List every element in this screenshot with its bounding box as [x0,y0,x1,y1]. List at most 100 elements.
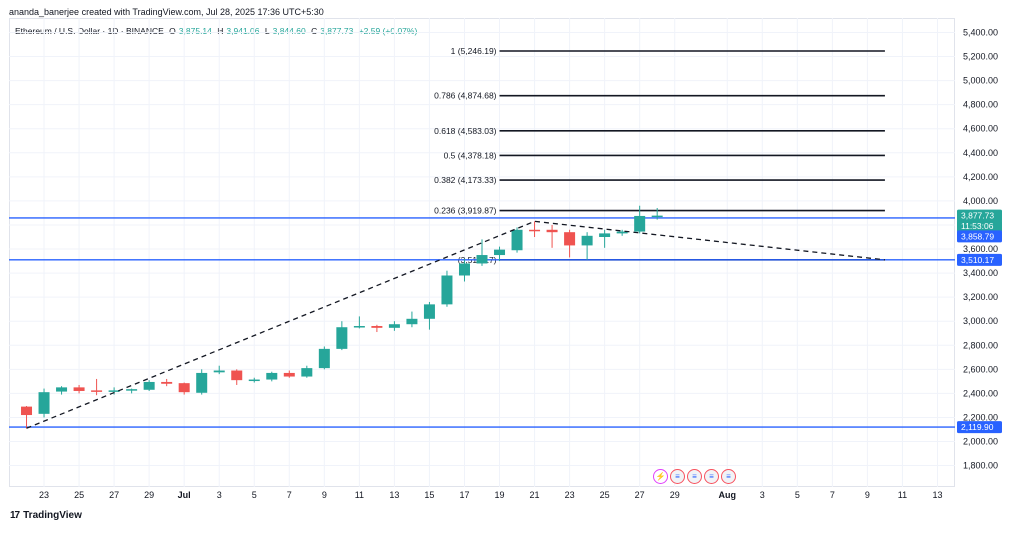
y-tick-label: 2,800.00 [963,340,998,350]
candle-body [178,383,190,393]
price-tag-label: 2,119.90 [961,422,994,432]
candle-body [266,372,278,380]
x-tick-label: 3 [217,490,222,500]
lightning-icon[interactable]: ⚡ [653,469,668,484]
fib-level-label: 0.5 (4,378.18) [444,150,497,160]
x-tick-label: 3 [760,490,765,500]
y-tick-label: 5,000.00 [963,76,998,86]
candle-body [423,304,435,319]
candle-body [56,387,68,392]
candle-body [108,390,120,392]
close-label: C [311,26,318,36]
candle-body [616,231,628,234]
high-label: H [217,26,224,36]
plot-frame [9,18,955,487]
candle-body [564,232,576,246]
candle-body [651,215,663,218]
trend-line [26,220,885,429]
x-tick-label: 19 [495,490,505,500]
x-tick-label: 5 [795,490,800,500]
x-tick-label: Jul [178,490,191,500]
price-tag [957,220,1002,233]
candle-body [441,275,453,305]
candle-body [494,249,506,256]
y-tick-label: 2,400.00 [963,388,998,398]
tradingview-logo-icon: 17 [10,510,20,521]
candle-body [143,381,155,390]
fib-level-label: 1 (5,246.19) [451,46,497,56]
candle-body [581,235,593,246]
price-tag [957,421,1002,434]
us-flag-icon[interactable]: ≡ [721,469,736,484]
x-tick-label: 29 [670,490,680,500]
price-tag [957,230,1002,243]
us-flag-icon[interactable]: ≡ [687,469,702,484]
candle-body [213,370,225,373]
y-tick-label: 3,600.00 [963,244,998,254]
x-tick-label: 13 [932,490,942,500]
candle-body [73,387,85,391]
candle-body [388,324,400,328]
x-tick-label: 11 [355,490,364,500]
x-tick-label: 15 [424,490,434,500]
candle-body [161,381,173,384]
x-tick-label: 29 [144,490,154,500]
tradingview-logo: 17 TradingView [10,510,82,521]
candle-body [546,229,558,233]
x-tick-label: 23 [565,490,575,500]
y-tick-label: 5,400.00 [963,28,998,38]
high-value: 3,941.06 [226,26,260,36]
y-tick-label: 4,200.00 [963,172,998,182]
candle-body [248,379,260,382]
change-value: +2.59 (+0.07%) [358,26,418,36]
y-tick-label: 3,000.00 [963,316,998,326]
y-tick-label: 2,200.00 [963,412,998,422]
y-tick-label: 4,800.00 [963,100,998,110]
x-tick-label: Aug [719,490,737,500]
price-tag [957,253,1002,266]
candle-body [406,318,418,325]
tradingview-logo-text: TradingView [23,510,82,521]
us-flag-icon[interactable]: ≡ [704,469,719,484]
price-tag [957,209,1002,222]
x-tick-label: 23 [39,490,49,500]
x-tick-label: 5 [252,490,257,500]
y-tick-label: 4,400.00 [963,148,998,158]
x-tick-label: 27 [109,490,119,500]
author-line: ananda_banerjee created with TradingView… [9,7,324,17]
close-value: 3,877.73 [320,26,354,36]
price-tag-label: 3,877.73 [961,211,994,221]
candle-body [371,326,383,328]
candle-body [231,370,243,381]
y-tick-label: 4,000.00 [963,196,998,206]
candle-body [529,229,541,232]
candle-body [38,392,50,414]
candle-body [458,263,470,276]
x-tick-label: 7 [287,490,292,500]
price-tag-label: 3,510.17 [961,255,994,265]
symbol-name[interactable]: Ethereum / U.S. Dollar · 1D · BINANCE [15,26,164,36]
x-tick-label: 9 [322,490,327,500]
price-tag-label: 11:53:06 [961,221,994,231]
candle-body [318,348,330,369]
x-tick-label: 13 [389,490,399,500]
y-tick-label: 4,600.00 [963,124,998,134]
event-markers: ⚡ ≡ ≡ ≡ ≡ [653,469,736,484]
y-tick-label: 3,200.00 [963,292,998,302]
fib-level-label: 0.618 (4,583.03) [434,126,497,136]
open-value: 3,875.14 [178,26,212,36]
x-tick-label: 7 [830,490,835,500]
y-tick-label: 3,400.00 [963,268,998,278]
candle-body [353,326,365,328]
fib-level-label: 0.236 (3,919.87) [434,206,497,216]
candle-body [196,372,208,393]
fib-level-label: 0.786 (4,874.68) [434,91,497,101]
candle-body [283,372,295,377]
y-tick-label: 2,000.00 [963,437,998,447]
open-label: O [169,26,176,36]
us-flag-icon[interactable]: ≡ [670,469,685,484]
candle-body [476,255,488,264]
price-tag-label: 3,858.79 [961,231,994,241]
candle-body [511,229,523,251]
